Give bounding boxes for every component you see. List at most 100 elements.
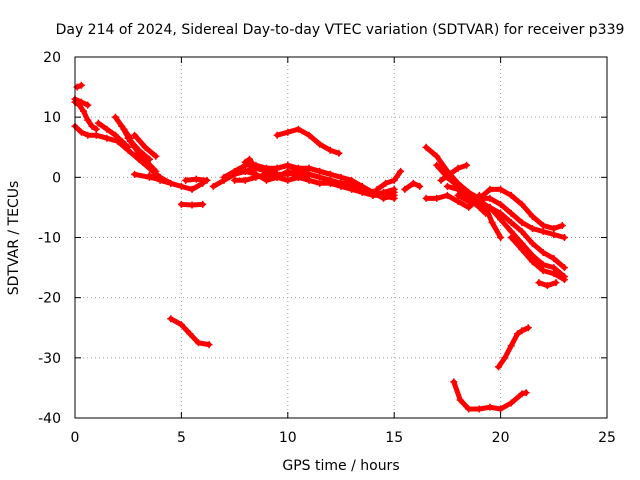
data-point [463, 161, 471, 169]
data-point [482, 203, 490, 211]
data-point [529, 212, 537, 220]
data-point [188, 185, 196, 193]
series-line [423, 186, 565, 231]
y-tick-label: -20 [38, 291, 61, 307]
data-point [518, 327, 526, 335]
y-tick-label: 10 [43, 110, 61, 126]
series-track-ad [437, 161, 471, 184]
data-point [284, 176, 292, 184]
data-point [422, 143, 430, 151]
data-point [433, 152, 441, 160]
data-point [294, 125, 302, 133]
data-point [263, 170, 271, 178]
data-point [273, 131, 281, 139]
data-point [390, 176, 398, 184]
data-point [167, 179, 175, 187]
data-point [522, 389, 530, 397]
data-point [118, 122, 126, 130]
chart-title: Day 214 of 2024, Sidereal Day-to-day VTE… [56, 22, 625, 38]
data-point [454, 191, 462, 199]
data-point [539, 267, 547, 275]
series-layer [71, 81, 568, 413]
series-track-ah [494, 324, 532, 371]
data-point [92, 125, 100, 133]
data-point [141, 143, 149, 151]
x-tick-label: 0 [71, 430, 80, 446]
data-point [409, 179, 417, 187]
data-point [131, 131, 139, 139]
data-point [94, 119, 102, 127]
data-point [507, 234, 515, 241]
data-point [373, 185, 381, 193]
data-point [177, 321, 185, 329]
data-point [486, 194, 494, 202]
data-point [316, 140, 324, 148]
data-point [486, 185, 494, 193]
data-point [305, 170, 313, 178]
series-track-c [73, 81, 85, 91]
data-point [273, 173, 281, 181]
data-point [454, 197, 462, 205]
data-point [294, 173, 302, 181]
data-point [263, 164, 271, 172]
data-point [507, 218, 515, 226]
data-point [488, 218, 496, 226]
data-point [284, 161, 292, 169]
data-point [111, 131, 119, 139]
data-point [194, 339, 202, 347]
data-point [539, 227, 547, 235]
data-point [118, 137, 126, 145]
data-point [529, 224, 537, 232]
series-line [374, 168, 404, 192]
data-point [535, 279, 543, 287]
data-point [465, 194, 473, 202]
series-line [476, 192, 504, 240]
series-track-h [131, 131, 160, 160]
series-track-a [71, 122, 207, 193]
data-point [92, 131, 100, 139]
data-point [84, 101, 92, 109]
data-point [550, 255, 558, 263]
data-point [443, 191, 451, 199]
data-point [560, 276, 568, 284]
data-point [145, 155, 153, 163]
data-point [446, 170, 454, 178]
data-point [245, 155, 253, 163]
data-point [241, 176, 249, 184]
data-point [465, 405, 473, 413]
y-axis: 20 10 0 -10 -20 -30 -40 [38, 50, 607, 427]
data-point [518, 390, 526, 398]
data-point [337, 179, 345, 187]
data-point [177, 200, 185, 208]
x-tick-label: 5 [177, 430, 186, 446]
series-track-k [145, 172, 175, 187]
data-point [131, 170, 139, 178]
data-point [501, 354, 509, 362]
data-point [401, 185, 409, 193]
series-track-ab [443, 182, 490, 217]
data-point [518, 227, 526, 235]
data-point [231, 176, 239, 184]
data-point [524, 324, 532, 332]
data-point [124, 143, 132, 151]
data-point [284, 167, 292, 175]
data-point [252, 164, 260, 172]
data-point [422, 194, 430, 202]
series-track-v [373, 167, 405, 193]
y-tick-label: -30 [38, 351, 61, 367]
data-point [539, 221, 547, 229]
data-point [205, 341, 213, 349]
data-point [305, 131, 313, 139]
data-point [273, 164, 281, 172]
data-point [497, 405, 505, 413]
data-point [486, 403, 494, 411]
data-point [539, 249, 547, 257]
data-point [539, 261, 547, 269]
data-point [550, 264, 558, 272]
data-point [380, 191, 388, 199]
series-track-m [182, 175, 211, 184]
data-point [152, 152, 160, 160]
series-track-ae [507, 234, 568, 284]
series-track-u [241, 155, 260, 172]
